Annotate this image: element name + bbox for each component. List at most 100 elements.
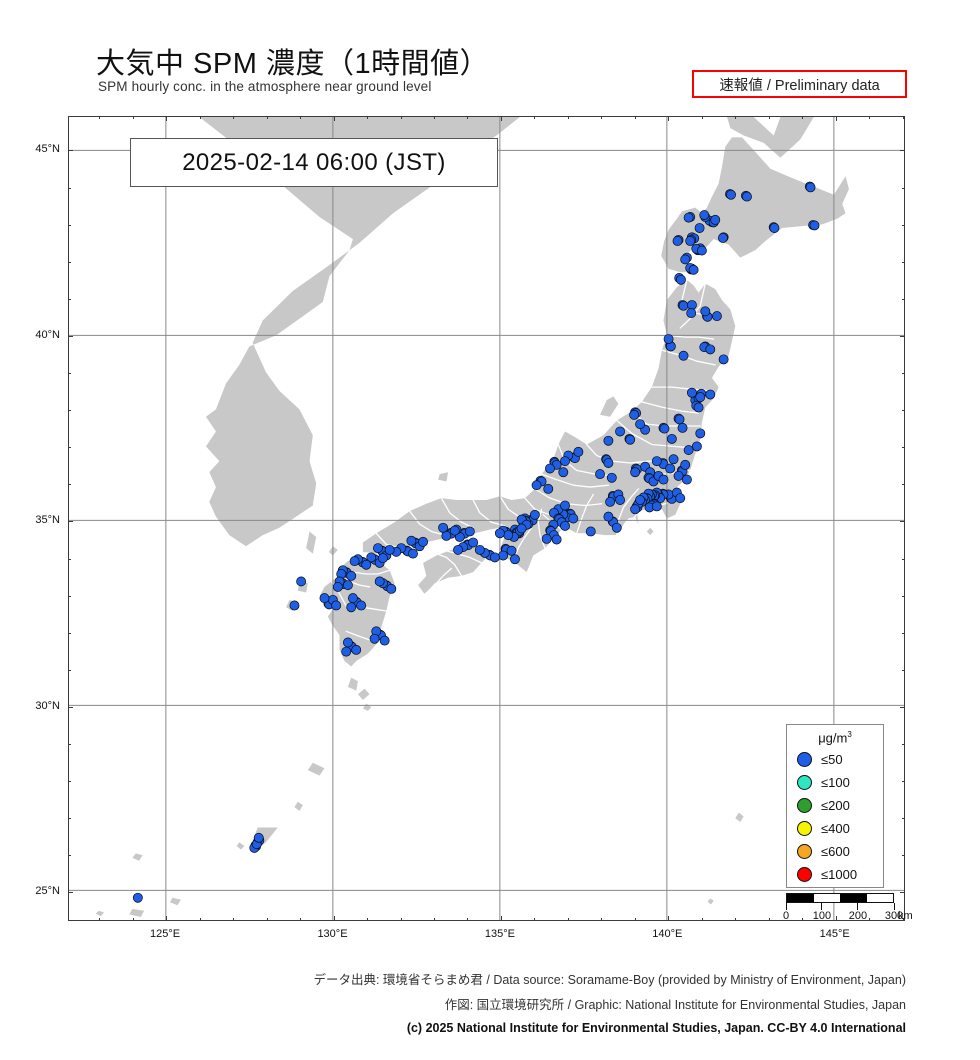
y-axis-label: 25°N bbox=[35, 885, 60, 898]
axis-tick bbox=[534, 117, 536, 119]
axis-tick bbox=[69, 595, 71, 597]
axis-tick bbox=[266, 117, 268, 119]
axis-tick bbox=[902, 781, 904, 782]
axis-tick bbox=[69, 261, 71, 263]
axis-tick bbox=[902, 558, 904, 560]
x-axis-label: 125°E bbox=[150, 928, 181, 940]
legend-item-label: ≤100 bbox=[821, 775, 850, 791]
axis-tick bbox=[902, 855, 904, 857]
axis-tick bbox=[900, 335, 904, 337]
legend-color-swatch bbox=[797, 867, 812, 883]
footer-data-source: データ出典: 環境省そらまめ君 / Data source: Soramame-… bbox=[313, 973, 906, 987]
axis-tick bbox=[534, 918, 536, 920]
axis-tick bbox=[233, 117, 235, 119]
legend-items: ≤50 ≤100 ≤200 ≤400 ≤600 ≤1000 bbox=[787, 748, 883, 886]
axis-tick bbox=[199, 918, 201, 920]
axis-tick bbox=[69, 335, 73, 337]
axis-tick bbox=[802, 117, 804, 119]
axis-tick bbox=[802, 918, 804, 920]
axis-tick bbox=[69, 892, 73, 894]
preliminary-data-badge: 速報値 / Preliminary data bbox=[692, 70, 907, 98]
axis-tick bbox=[900, 706, 904, 708]
axis-tick bbox=[333, 117, 335, 121]
axis-tick bbox=[900, 150, 904, 152]
axis-tick bbox=[69, 781, 71, 782]
axis-tick bbox=[835, 117, 837, 121]
axis-tick bbox=[367, 117, 368, 119]
map-plot-area[interactable] bbox=[68, 116, 905, 921]
legend-unit-exponent: 3 bbox=[847, 730, 852, 739]
legend-item-label: ≤400 bbox=[821, 821, 850, 837]
legend-item[interactable]: ≤600 bbox=[787, 840, 883, 863]
legend-item[interactable]: ≤100 bbox=[787, 771, 883, 794]
axis-tick bbox=[69, 743, 71, 745]
scale-segment bbox=[840, 894, 867, 902]
axis-tick bbox=[900, 892, 904, 894]
legend-item[interactable]: ≤1000 bbox=[787, 863, 883, 886]
scale-tick bbox=[785, 903, 787, 910]
axis-tick bbox=[869, 918, 871, 920]
legend-item[interactable]: ≤400 bbox=[787, 817, 883, 840]
scale-bar: 0 100 200 300 km bbox=[782, 893, 913, 924]
axis-tick bbox=[69, 447, 71, 449]
page-title: 大気中 SPM 濃度（1時間値） bbox=[96, 48, 490, 80]
axis-tick bbox=[902, 447, 904, 449]
legend-item-label: ≤1000 bbox=[821, 867, 858, 883]
axis-tick bbox=[902, 373, 904, 374]
axis-tick bbox=[701, 117, 703, 119]
legend-color-swatch bbox=[797, 798, 812, 814]
legend-color-swatch bbox=[797, 752, 812, 768]
axis-tick bbox=[902, 261, 904, 263]
axis-tick bbox=[69, 298, 71, 300]
axis-tick bbox=[69, 224, 71, 226]
axis-tick bbox=[467, 117, 469, 119]
axis-tick bbox=[902, 484, 904, 486]
axis-tick bbox=[166, 117, 168, 121]
scale-label: 200 bbox=[848, 910, 868, 922]
axis-tick bbox=[567, 918, 569, 920]
axis-tick bbox=[668, 916, 670, 920]
scale-label: 0 bbox=[782, 910, 790, 922]
axis-tick bbox=[69, 410, 71, 412]
axis-tick bbox=[69, 150, 73, 152]
timestamp-box: 2025-02-14 06:00 (JST) bbox=[130, 138, 498, 187]
axis-tick bbox=[433, 117, 435, 119]
scale-tick bbox=[893, 903, 895, 910]
legend-item[interactable]: ≤200 bbox=[787, 794, 883, 817]
x-axis-label: 135°E bbox=[484, 928, 515, 940]
axis-tick bbox=[500, 916, 502, 920]
axis-tick bbox=[768, 918, 770, 920]
x-axis-label: 140°E bbox=[652, 928, 683, 940]
axis-tick bbox=[199, 117, 201, 119]
legend-item[interactable]: ≤50 bbox=[787, 748, 883, 771]
axis-tick bbox=[69, 855, 71, 857]
axis-tick bbox=[768, 117, 770, 119]
axis-tick bbox=[433, 918, 435, 920]
axis-tick bbox=[902, 743, 904, 745]
axis-tick bbox=[367, 918, 368, 920]
axis-tick bbox=[567, 117, 569, 119]
legend-item-label: ≤600 bbox=[821, 844, 850, 860]
page-subtitle: SPM hourly conc. in the atmosphere near … bbox=[98, 79, 432, 94]
axis-tick bbox=[701, 918, 703, 920]
axis-tick bbox=[69, 373, 71, 374]
axis-tick bbox=[69, 484, 71, 486]
scale-unit-label: km bbox=[898, 910, 913, 922]
axis-tick bbox=[69, 558, 71, 560]
axis-tick bbox=[902, 595, 904, 597]
axis-tick bbox=[99, 918, 101, 920]
legend-unit-label: μg/m bbox=[818, 730, 848, 746]
x-axis-label: 130°E bbox=[317, 928, 348, 940]
scale-segment bbox=[866, 894, 893, 902]
scale-bar-ticks bbox=[785, 903, 895, 910]
axis-tick bbox=[835, 916, 837, 920]
axis-tick bbox=[69, 632, 71, 634]
axis-tick bbox=[902, 410, 904, 412]
axis-tick bbox=[132, 918, 134, 920]
timestamp-label: 2025-02-14 06:00 (JST) bbox=[182, 148, 446, 176]
axis-tick bbox=[735, 918, 737, 920]
axis-tick bbox=[69, 706, 73, 708]
axis-tick bbox=[601, 117, 603, 119]
axis-tick bbox=[99, 117, 101, 119]
